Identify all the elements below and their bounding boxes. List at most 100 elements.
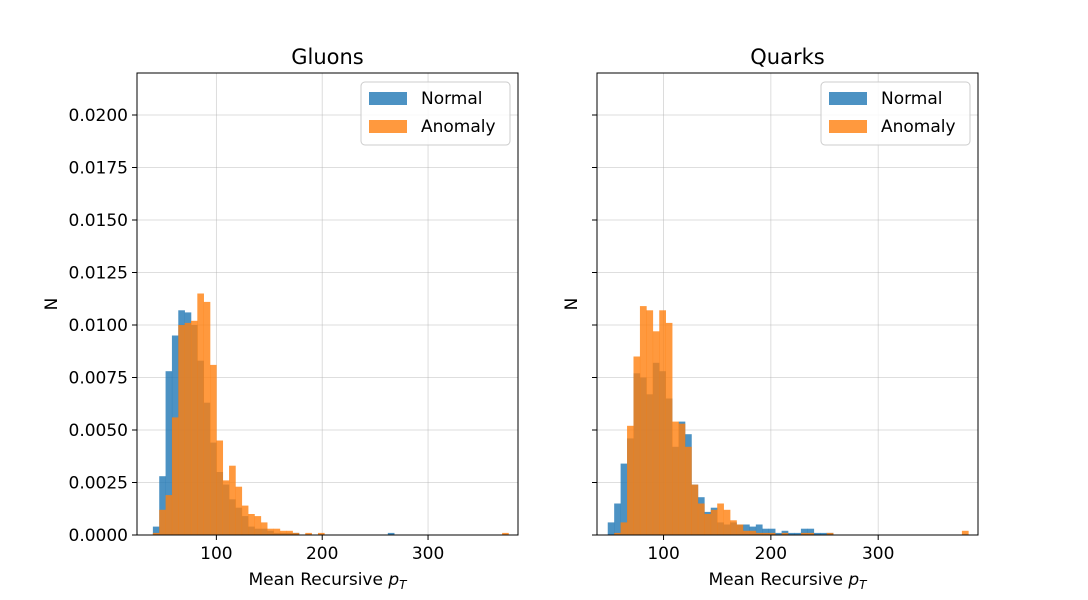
y-tick-label-gluons-8: 0.0200 bbox=[69, 106, 128, 126]
bar-quarks-anomaly-19 bbox=[730, 520, 737, 535]
bar-quarks-anomaly-24 bbox=[762, 532, 770, 535]
legend-swatch-anomaly-gluons bbox=[369, 120, 407, 133]
bar-gluons-anomaly-15 bbox=[248, 514, 255, 535]
bar-quarks-anomaly-27 bbox=[781, 532, 789, 535]
bar-gluons-anomaly-21 bbox=[286, 530, 293, 535]
x-tick-label-quarks-0: 100 bbox=[647, 544, 679, 564]
bar-gluons-anomaly-55 bbox=[502, 532, 509, 535]
bar-gluons-anomaly-24 bbox=[305, 532, 312, 535]
y-ticks-quarks bbox=[592, 114, 597, 536]
bar-quarks-anomaly-10 bbox=[672, 421, 679, 535]
bar-quarks-anomaly-17 bbox=[717, 503, 724, 535]
bar-quarks-anomaly-7 bbox=[652, 331, 660, 535]
bar-gluons-anomaly-7 bbox=[197, 293, 204, 535]
legend-label-anomaly-gluons: Anomaly bbox=[421, 117, 496, 137]
bar-gluons-normal-2 bbox=[165, 371, 173, 535]
x-axis-label-gluons: Mean Recursive pT bbox=[249, 570, 409, 592]
bar-quarks-normal-0 bbox=[607, 522, 615, 535]
bar-quarks-normal-23 bbox=[755, 524, 763, 535]
bar-gluons-anomaly-18 bbox=[267, 528, 274, 535]
panel-quarks: 100 200 300 Quarks Mean Recursive pT N Nor… bbox=[562, 45, 979, 592]
bar-quarks-normal-33 bbox=[820, 532, 827, 535]
bar-gluons-anomaly-19 bbox=[273, 528, 281, 535]
legend-label-normal-quarks: Normal bbox=[881, 89, 943, 109]
bar-gluons-anomaly-1 bbox=[159, 509, 166, 535]
bar-gluons-anomaly-11 bbox=[222, 480, 230, 535]
legend-swatch-anomaly-quarks bbox=[829, 120, 867, 133]
y-tick-label-gluons-4: 0.0100 bbox=[69, 316, 128, 336]
bar-gluons-normal-37 bbox=[387, 532, 395, 535]
y-tick-label-gluons-2: 0.0050 bbox=[69, 421, 128, 441]
bar-quarks-anomaly-25 bbox=[768, 532, 776, 535]
bar-quarks-anomaly-34 bbox=[826, 532, 834, 535]
x-tick-label-gluons-1: 200 bbox=[306, 544, 338, 564]
bar-gluons-anomaly-14 bbox=[241, 505, 249, 535]
y-tick-label-gluons-5: 0.0125 bbox=[69, 264, 128, 284]
bar-gluons-anomaly-8 bbox=[203, 301, 211, 535]
y-tick-label-gluons-7: 0.0175 bbox=[69, 159, 128, 179]
legend-label-anomaly-quarks: Anomaly bbox=[881, 117, 956, 137]
bar-quarks-normal-21 bbox=[742, 524, 750, 535]
bar-quarks-anomaly-3 bbox=[627, 425, 634, 535]
x-tick-label-quarks-1: 200 bbox=[755, 544, 787, 564]
bar-quarks-normal-30 bbox=[800, 528, 808, 535]
bar-quarks-normal-24 bbox=[762, 528, 770, 535]
bar-quarks-anomaly-31 bbox=[807, 532, 815, 535]
legend-quarks: Normal Anomaly bbox=[820, 81, 971, 146]
bar-quarks-normal-26 bbox=[775, 532, 782, 535]
bar-quarks-anomaly-13 bbox=[691, 484, 699, 535]
bar-quarks-anomaly-22 bbox=[749, 530, 757, 535]
bars-gluons bbox=[152, 293, 509, 535]
x-tick-label-gluons-0: 100 bbox=[200, 544, 232, 564]
bar-gluons-anomaly-12 bbox=[229, 465, 236, 535]
bar-quarks-anomaly-14 bbox=[697, 503, 705, 535]
bar-gluons-anomaly-22 bbox=[292, 532, 300, 535]
bar-gluons-anomaly-6 bbox=[190, 320, 198, 535]
bar-quarks-anomaly-21 bbox=[742, 530, 750, 535]
bar-quarks-normal-25 bbox=[768, 528, 776, 535]
bar-quarks-anomaly-12 bbox=[685, 446, 692, 535]
plot-frame-quarks bbox=[596, 72, 979, 536]
y-tick-label-gluons-0: 0.0000 bbox=[69, 526, 128, 546]
bar-quarks-anomaly-9 bbox=[665, 322, 673, 535]
x-axis-label-quarks: Mean Recursive pT bbox=[709, 570, 869, 592]
bar-quarks-anomaly-23 bbox=[755, 532, 763, 535]
plot-frame-gluons bbox=[136, 72, 519, 536]
x-tick-label-quarks-2: 300 bbox=[862, 544, 894, 564]
bar-gluons-anomaly-5 bbox=[184, 322, 192, 535]
bar-gluons-normal-0 bbox=[152, 526, 160, 535]
bar-quarks-anomaly-4 bbox=[633, 356, 641, 535]
y-tick-label-gluons-6: 0.0150 bbox=[69, 211, 128, 231]
bar-gluons-anomaly-0 bbox=[152, 532, 160, 535]
bar-gluons-anomaly-13 bbox=[235, 486, 243, 535]
x-tick-label-gluons-2: 300 bbox=[412, 544, 444, 564]
bar-quarks-anomaly-16 bbox=[710, 509, 718, 535]
legend-label-normal-gluons: Normal bbox=[421, 89, 483, 109]
bar-gluons-anomaly-26 bbox=[317, 532, 325, 535]
x-ticks-gluons: 100 200 300 bbox=[200, 535, 444, 564]
chart-title-gluons: Gluons bbox=[291, 45, 364, 69]
bars-quarks bbox=[607, 306, 969, 535]
bar-quarks-normal-29 bbox=[794, 532, 802, 535]
bar-quarks-anomaly-20 bbox=[736, 524, 744, 535]
bar-quarks-anomaly-55 bbox=[961, 530, 969, 535]
y-axis-label-quarks: N bbox=[562, 298, 582, 311]
chart-title-quarks: Quarks bbox=[750, 45, 824, 69]
bar-gluons-anomaly-2 bbox=[165, 495, 173, 535]
bar-gluons-anomaly-17 bbox=[260, 522, 268, 535]
bar-quarks-normal-31 bbox=[807, 528, 815, 535]
bar-gluons-anomaly-9 bbox=[210, 364, 217, 535]
bar-quarks-normal-1 bbox=[614, 503, 621, 535]
legend-gluons: Normal Anomaly bbox=[360, 81, 511, 146]
y-tick-label-gluons-1: 0.0025 bbox=[69, 474, 128, 494]
bar-quarks-anomaly-18 bbox=[723, 509, 731, 535]
bar-quarks-anomaly-2 bbox=[620, 522, 628, 535]
bar-quarks-normal-32 bbox=[813, 532, 821, 535]
legend-swatch-normal-quarks bbox=[829, 92, 867, 105]
bar-quarks-anomaly-8 bbox=[659, 310, 666, 535]
bar-gluons-anomaly-20 bbox=[279, 530, 287, 535]
bar-quarks-anomaly-5 bbox=[639, 306, 647, 535]
x-ticks-quarks: 100 200 300 bbox=[647, 535, 894, 564]
bar-gluons-anomaly-3 bbox=[171, 417, 179, 535]
